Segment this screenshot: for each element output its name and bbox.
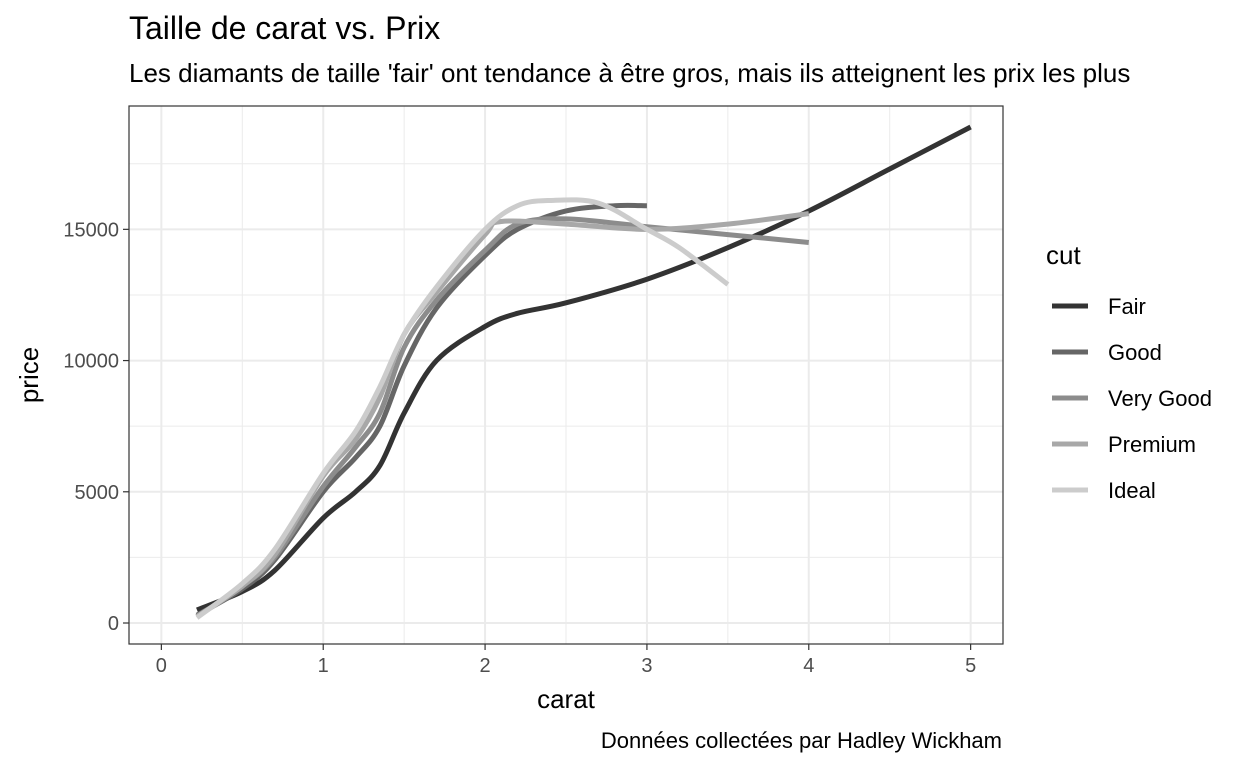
major-gridlines	[129, 106, 1003, 644]
legend: cut Fair Good Very Good Premium Ideal	[1046, 240, 1212, 503]
x-tick-label: 4	[803, 655, 814, 677]
series-line-ideal	[195, 197, 730, 620]
y-axis-title: price	[14, 347, 44, 403]
y-tick-label: 15000	[63, 219, 119, 241]
y-tick-label: 10000	[63, 351, 119, 373]
chart-caption: Données collectées par Hadley Wickham	[600, 728, 1002, 753]
legend-title: cut	[1046, 240, 1081, 270]
x-tick-label: 5	[965, 655, 976, 677]
chart-title: Taille de carat vs. Prix	[129, 10, 441, 46]
series-lines	[195, 124, 972, 620]
legend-label-very-good: Very Good	[1108, 386, 1212, 411]
legend-label-good: Good	[1108, 340, 1162, 365]
chart-subtitle: Les diamants de taille 'fair' ont tendan…	[129, 58, 1131, 88]
x-tick-label: 0	[156, 655, 167, 677]
y-axis: 0 5000 10000 15000	[63, 219, 129, 635]
x-axis: 0 1 2 3 4 5	[156, 644, 976, 677]
panel-border	[128, 105, 1004, 645]
x-tick-label: 3	[641, 655, 652, 677]
legend-label-premium: Premium	[1108, 432, 1196, 457]
legend-label-ideal: Ideal	[1108, 478, 1156, 503]
y-tick-label: 0	[108, 613, 119, 635]
minor-gridlines	[129, 106, 1003, 644]
x-axis-title: carat	[537, 684, 596, 714]
y-tick-label: 5000	[75, 482, 120, 504]
panel-frame	[128, 105, 1004, 645]
x-tick-label: 1	[318, 655, 329, 677]
x-tick-label: 2	[480, 655, 491, 677]
legend-label-fair: Fair	[1108, 294, 1146, 319]
